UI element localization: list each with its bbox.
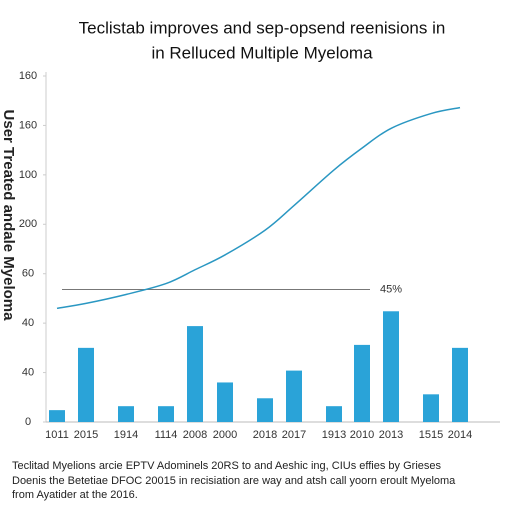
bar	[354, 344, 370, 422]
bar	[383, 311, 399, 422]
x-tick-label: 1914	[114, 429, 138, 441]
y-tick-label: 60	[22, 268, 34, 280]
y-tick-label: 160	[19, 70, 37, 82]
x-tick-label: 2010	[350, 429, 374, 441]
y-tick-label: 40	[22, 366, 34, 378]
x-tick-label: 2017	[282, 429, 306, 441]
bar	[118, 406, 134, 422]
chart-title: Teclistab improves and sep-opsend reenis…	[79, 18, 446, 37]
x-tick-label: 2018	[253, 429, 277, 441]
x-tick-label: 1515	[419, 429, 443, 441]
x-tick-label: 2013	[379, 429, 403, 441]
bar	[158, 406, 174, 422]
bar	[326, 406, 342, 422]
caption: Teclitad Myelions arcie EPTV Adominels 2…	[12, 460, 441, 472]
chart-title: in Relluced Multiple Myeloma	[151, 43, 373, 62]
x-tick-label: 1913	[322, 429, 346, 441]
x-tick-label: 2008	[183, 429, 207, 441]
bar	[257, 398, 273, 422]
trend-line	[56, 106, 461, 310]
bar	[49, 410, 65, 422]
reference-label: 45%	[380, 283, 402, 295]
x-tick-label: 2015	[74, 429, 98, 441]
bar	[286, 370, 302, 422]
bar	[452, 347, 468, 422]
bar	[217, 382, 233, 422]
y-tick-label: 200	[19, 218, 37, 230]
bar	[187, 326, 203, 422]
bar	[423, 394, 439, 422]
bar	[78, 347, 94, 422]
caption: from Ayatider at the 2016.	[12, 489, 138, 501]
x-tick-label: 1011	[45, 429, 69, 441]
x-tick-label: 2000	[213, 429, 237, 441]
y-tick-label: 160	[19, 119, 37, 131]
y-tick-label: 0	[25, 416, 31, 428]
x-tick-label: 1114	[155, 429, 178, 441]
y-tick-label: 40	[22, 317, 34, 329]
y-axis-label: User Treated andale Myeloma	[0, 110, 17, 322]
caption: Doenis the Betetiae DFOC 20015 in recisi…	[12, 475, 456, 487]
x-tick-label: 2014	[448, 429, 472, 441]
y-tick-label: 100	[19, 169, 37, 181]
